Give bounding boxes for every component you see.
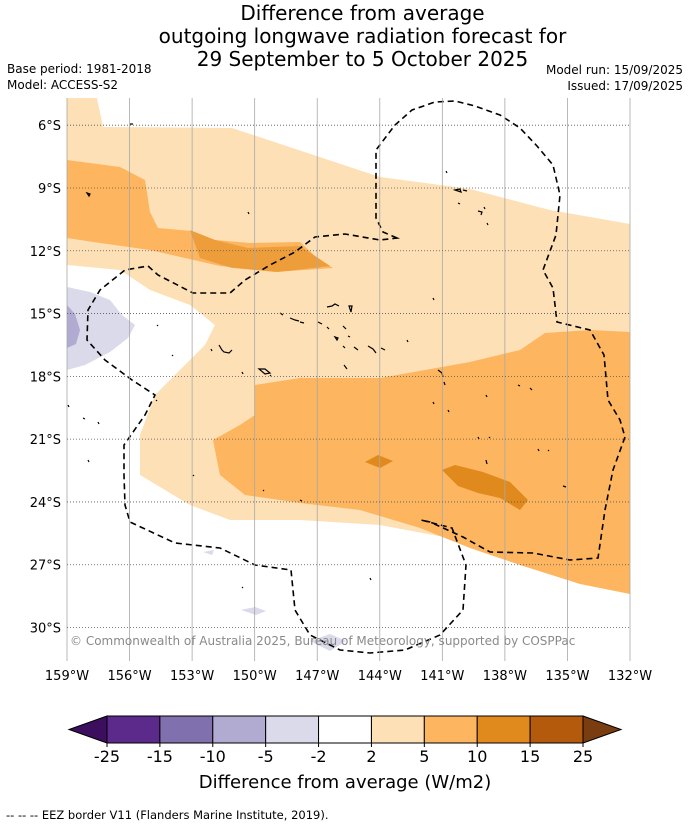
map-area — [67, 98, 630, 654]
lon-tick-label-8: 135°W — [545, 669, 589, 684]
longitude-tick-labels: 159°W 156°W 153°W 150°W 147°W 144°W 141°W 138°W… — [45, 669, 652, 684]
colorbar-over-arrow — [582, 715, 623, 744]
colorbar-bin-6 — [423, 715, 478, 744]
lat-tick-label-6: 24°S — [30, 496, 61, 511]
lon-tick-label-2: 153°W — [170, 669, 214, 684]
lon-tick-label-9: 132°W — [608, 669, 652, 684]
colorbar-tick-label-5: 2 — [366, 747, 376, 766]
latitude-gridlines — [67, 124, 630, 628]
lon-tick-label-4: 147°W — [295, 669, 339, 684]
title-line-1: Difference from average — [240, 1, 485, 25]
lat-tick-label-2: 12°S — [30, 245, 61, 260]
colorbar-bin-7 — [476, 715, 531, 744]
lon-tick-label-3: 150°W — [233, 669, 277, 684]
colorbar-tick-label-7: 10 — [467, 747, 487, 766]
olr-anomaly-map: 159°W 156°W 153°W 150°W 147°W 144°W 141°W 138°W… — [30, 98, 652, 793]
colorbar-label: Difference from average (W/m2) — [199, 772, 491, 793]
longitude-gridlines — [66, 98, 631, 661]
colorbar-tick-label-2: -10 — [200, 747, 226, 766]
model-name: Model: ACCESS-S2 — [7, 78, 119, 92]
colorbar-tick-label-8: 15 — [520, 747, 540, 766]
islands — [67, 123, 567, 589]
lon-tick-label-7: 138°W — [483, 669, 527, 684]
colorbar-tick-label-0: -25 — [94, 747, 120, 766]
lat-tick-label-1: 9°S — [38, 182, 61, 197]
colorbar — [67, 715, 623, 744]
anomaly-band-neg5-neg2-south3 — [203, 550, 214, 555]
anomaly-band-10-15-south — [442, 465, 528, 510]
colorbar-bin-1 — [159, 715, 214, 744]
colorbar-tick-label-4: -2 — [311, 747, 327, 766]
anomaly-band-10-15-patch — [365, 455, 393, 468]
colorbar-tick-label-3: -5 — [258, 747, 274, 766]
anomaly-band-neg5-neg2-west — [67, 287, 135, 370]
anomaly-band-neg10-neg5-west — [67, 305, 80, 348]
latitude-tick-labels: 6°S 9°S 12°S 15°S 18°S 21°S 24°S 27°S 30°S — [30, 119, 61, 636]
lat-tick-label-3: 15°S — [30, 308, 61, 323]
base-period: Base period: 1981-2018 — [7, 62, 152, 76]
title-line-3: 29 September to 5 October 2025 — [196, 47, 529, 71]
lat-tick-label-4: 18°S — [30, 370, 61, 385]
lon-tick-label-1: 156°W — [107, 669, 151, 684]
colorbar-under-arrow — [67, 715, 108, 744]
model-run: Model run: 15/09/2025 — [545, 63, 683, 77]
colorbar-tick-label-1: -15 — [147, 747, 173, 766]
lon-tick-label-0: 159°W — [45, 669, 89, 684]
chart-title: Difference from average outgoing longwav… — [120, 2, 605, 71]
issued-date: Issued: 17/09/2025 — [567, 79, 683, 93]
copyright-notice: © Commonwealth of Australia 2025, Bureau… — [70, 634, 575, 648]
lon-tick-label-6: 141°W — [420, 669, 464, 684]
anomaly-band-neg5-neg2-south2 — [310, 634, 346, 651]
colorbar-tick-label-6: 5 — [419, 747, 429, 766]
lat-tick-label-8: 30°S — [30, 622, 61, 637]
colorbar-bin-3 — [265, 715, 320, 744]
lat-tick-label-5: 21°S — [30, 433, 61, 448]
eez-border — [86, 100, 626, 654]
colorbar-bin-4 — [318, 715, 372, 744]
lat-tick-label-0: 6°S — [38, 119, 61, 134]
anomaly-band-neg5-neg2-south1 — [241, 607, 266, 615]
colorbar-bin-5 — [370, 715, 425, 744]
colorbar-bin-8 — [529, 715, 584, 744]
lat-tick-label-7: 27°S — [30, 559, 61, 574]
colorbar-bin-2 — [212, 715, 267, 744]
lon-tick-label-5: 144°W — [358, 669, 402, 684]
colorbar-tick-labels: -25 -15 -10 -5 -2 2 5 10 15 25 — [94, 743, 593, 766]
colorbar-tick-label-9: 25 — [573, 747, 593, 766]
eez-note: -- -- -- EEZ border V11 (Flanders Marine… — [6, 808, 329, 822]
title-line-2: outgoing longwave radiation forecast for — [158, 24, 567, 48]
colorbar-bin-0 — [106, 715, 161, 744]
